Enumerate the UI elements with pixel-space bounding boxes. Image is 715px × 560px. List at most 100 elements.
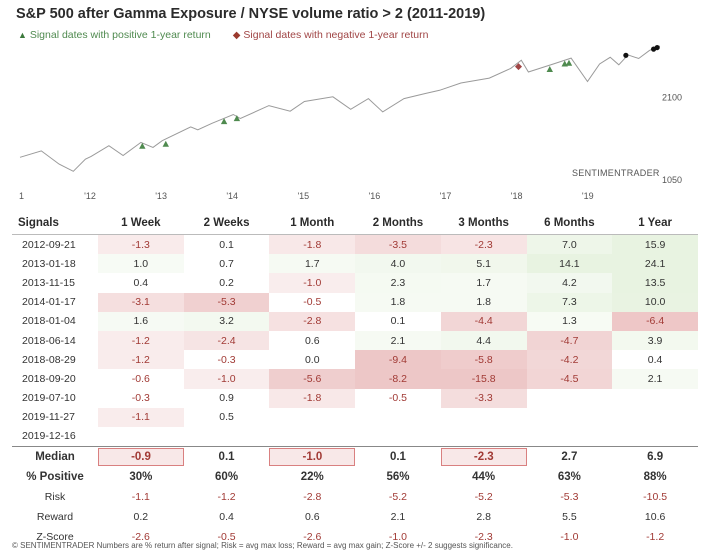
- summary-cell: -0.9: [98, 446, 184, 468]
- summary-cell: 60%: [215, 471, 239, 484]
- summary-cell: -10.5: [643, 491, 668, 504]
- column-header: 1 Month: [269, 211, 356, 235]
- summary-cell: -1.2: [646, 531, 665, 544]
- summary-cell: -2.8: [303, 491, 322, 504]
- return-cell: -2.4: [183, 330, 270, 351]
- return-cell: [612, 427, 698, 447]
- price-chart: 1 '12 '13 '14 '15 '16 '17 '18 '19 1050 2100 SENTI…: [19, 44, 682, 201]
- return-cell: 1.0: [98, 254, 184, 274]
- return-cell: 4.0: [355, 254, 441, 274]
- signal-date: 2019-12-16: [22, 430, 76, 443]
- table-header: Signals 1 Week 2 Weeks 1 Month 2 Months 3 Mon…: [12, 211, 698, 235]
- summary-cell: 2.7: [526, 446, 613, 468]
- return-cell: -15.8: [440, 369, 527, 389]
- signal-marker-2019-07-10: [623, 52, 629, 58]
- signal-date: 2018-01-04: [22, 315, 76, 328]
- summary-cell: -2.6: [131, 531, 150, 544]
- column-header: 1 Year: [612, 211, 698, 235]
- return-cell: 3.2: [183, 311, 270, 331]
- summary-cell: -5.2: [388, 491, 407, 504]
- summary-cell: 56%: [386, 471, 410, 484]
- legend-negative: ◆ Signal dates with negative 1-year retu…: [233, 29, 429, 41]
- summary-row-reward: Reward 0.2 0.4 0.6 2.1 2.8 5.5 10.6: [12, 507, 698, 527]
- series-line-0: [19, 45, 661, 172]
- table-row: 2019-07-10 -0.3 0.9 -1.8 -0.5 -3.3: [12, 388, 698, 408]
- return-cell: [527, 389, 613, 408]
- column-header: 2 Months: [355, 211, 441, 235]
- table-row: 2014-01-17 -3.1 -5.3 -0.5 1.8 1.8 7.3 10.0: [12, 292, 698, 312]
- return-cell: -0.5: [388, 392, 407, 405]
- summary-row-positive: % Positive 30% 60% 22% 56% 44% 63% 88%: [12, 467, 698, 487]
- return-cell: -2.3: [440, 234, 527, 255]
- x-tick-label: '18: [511, 191, 523, 201]
- table-row: 2019-12-16: [12, 427, 698, 447]
- x-tick-label: 1: [19, 191, 24, 201]
- summary-cell: 6.9: [612, 446, 698, 468]
- return-cell: -4.5: [526, 369, 613, 389]
- signal-date: 2014-01-17: [22, 296, 76, 309]
- return-cell: -1.0: [183, 369, 270, 389]
- signal-marker-2012-09-21: [139, 142, 146, 149]
- watermark: SENTIMENTRADER: [572, 168, 660, 178]
- return-cell: [612, 408, 698, 427]
- summary-cell: 88%: [643, 471, 667, 484]
- signal-marker-2019-12-16: [654, 44, 660, 51]
- summary-cell: 10.6: [644, 511, 666, 524]
- return-cell: -1.2: [98, 330, 184, 351]
- summary-cell: 22%: [300, 471, 324, 484]
- summary-cell: -1.0: [560, 531, 579, 544]
- return-cell: -1.8: [269, 388, 356, 408]
- return-cell: [98, 427, 184, 447]
- return-cell: -3.1: [98, 292, 184, 312]
- summary-cell: 0.1: [183, 446, 270, 468]
- return-cell: 4.4: [440, 330, 527, 351]
- return-cell: 1.8: [355, 292, 441, 312]
- return-cell: [441, 408, 527, 427]
- return-cell: -8.2: [355, 369, 441, 389]
- return-cell: -2.8: [269, 311, 356, 331]
- summary-cell: -1.0: [388, 531, 407, 544]
- y-tick-label: 1050: [662, 175, 682, 185]
- return-cell: -1.8: [269, 234, 356, 255]
- triangle-marker-icon: ▲: [18, 30, 27, 40]
- return-cell: [184, 427, 270, 447]
- signal-marker-2018-09-20: [565, 59, 573, 66]
- summary-label: Risk: [44, 491, 66, 504]
- return-cell: -5.6: [269, 369, 356, 389]
- summary-cell: 63%: [557, 471, 581, 484]
- summary-cell: -1.2: [217, 491, 236, 504]
- return-cell: 1.7: [269, 254, 356, 274]
- summary-cell: -5.3: [560, 491, 579, 504]
- summary-row-median: Median -0.9 0.1 -1.0 0.1 -2.3 2.7 6.9: [12, 446, 698, 468]
- column-header: 1 Week: [98, 211, 184, 235]
- return-cell: 2.1: [612, 369, 698, 389]
- return-cell: 0.6: [304, 334, 320, 347]
- y-tick-label: 2100: [662, 92, 682, 102]
- return-cell: [269, 408, 355, 427]
- signal-date: 2013-11-15: [22, 276, 75, 289]
- chart-legend: ▲ Signal dates with positive 1-year retu…: [18, 29, 428, 41]
- return-cell: 4.2: [526, 273, 613, 293]
- return-cell: [355, 427, 441, 447]
- summary-cell: 0.4: [219, 511, 234, 524]
- summary-label: % Positive: [26, 471, 84, 484]
- return-cell: 3.9: [612, 330, 698, 351]
- return-cell: 1.3: [526, 311, 613, 331]
- table-row: 2013-11-15 0.4 0.2 -1.0 2.3 1.7 4.2 13.5: [12, 273, 698, 293]
- return-cell: 0.0: [304, 353, 320, 366]
- return-cell: [269, 427, 355, 447]
- return-cell: -0.5: [303, 296, 322, 309]
- signal-marker-2013-01-18: [162, 140, 169, 147]
- return-cell: -0.3: [217, 353, 236, 366]
- summary-cell: 0.2: [133, 511, 149, 524]
- return-cell: 1.8: [440, 292, 527, 312]
- return-cell: -1.1: [98, 407, 184, 427]
- summary-cell: -1.1: [131, 491, 150, 504]
- return-cell: -0.3: [131, 392, 150, 405]
- return-cell: 0.1: [219, 238, 234, 251]
- column-header: Signals: [12, 211, 98, 235]
- column-header: 3 Months: [440, 211, 527, 235]
- return-cell: -4.4: [440, 311, 527, 331]
- legend-positive-label: Signal dates with positive 1-year return: [29, 29, 211, 41]
- diamond-marker-icon: ◆: [232, 30, 241, 41]
